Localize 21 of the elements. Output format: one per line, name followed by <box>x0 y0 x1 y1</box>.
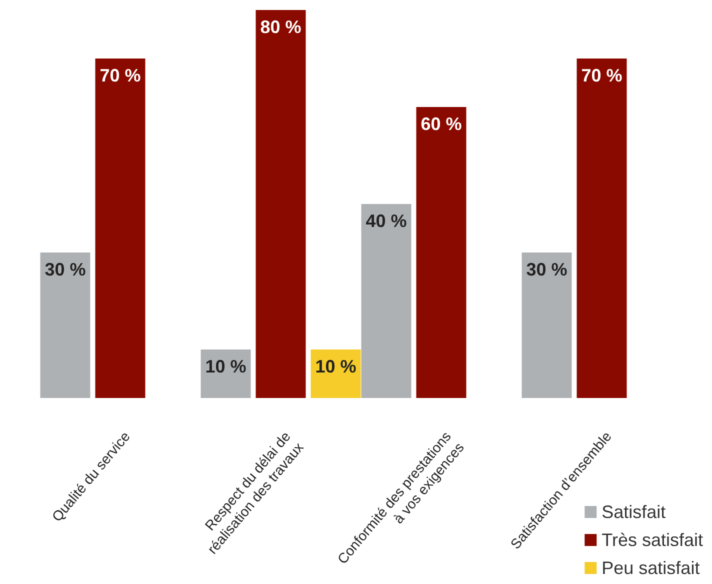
bar <box>416 107 466 398</box>
data-label: 30 % <box>44 260 86 280</box>
bar <box>256 10 306 398</box>
data-label: 70 % <box>581 66 622 86</box>
data-label: 70 % <box>100 66 141 86</box>
legend-label: Peu satisfait <box>602 558 700 578</box>
data-label: 80 % <box>260 17 302 37</box>
bar <box>361 204 412 398</box>
bar <box>200 350 251 398</box>
data-label: 40 % <box>366 211 407 231</box>
legend-label: Satisfait <box>602 502 666 522</box>
data-label: 60 % <box>420 114 462 134</box>
legend-label: Très satisfait <box>602 530 704 550</box>
bar <box>95 58 146 398</box>
bar <box>310 350 361 398</box>
data-label: 10 % <box>205 356 246 376</box>
data-label: 10 % <box>315 356 356 376</box>
bar <box>40 252 90 398</box>
bar <box>576 58 627 398</box>
data-label: 30 % <box>526 260 568 280</box>
bar <box>522 252 572 398</box>
